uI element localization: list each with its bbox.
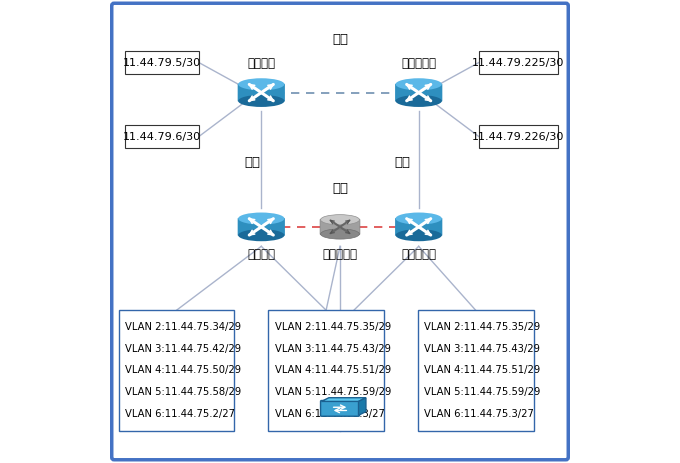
Text: 主路由器: 主路由器: [248, 57, 275, 70]
FancyBboxPatch shape: [119, 310, 235, 431]
Ellipse shape: [238, 229, 284, 241]
Text: 11.44.79.225/30: 11.44.79.225/30: [472, 57, 564, 68]
Text: VLAN 4:11.44.75.50/29: VLAN 4:11.44.75.50/29: [125, 365, 241, 375]
Ellipse shape: [396, 213, 442, 225]
FancyBboxPatch shape: [238, 84, 285, 101]
Polygon shape: [358, 398, 366, 415]
Text: VLAN 2:11.44.75.35/29: VLAN 2:11.44.75.35/29: [424, 322, 541, 332]
Ellipse shape: [320, 215, 360, 225]
Text: 电信: 电信: [244, 156, 260, 169]
Text: 备用路由器: 备用路由器: [401, 248, 436, 261]
Text: 网通: 网通: [394, 156, 411, 169]
Text: 11.44.79.226/30: 11.44.79.226/30: [472, 131, 564, 142]
Text: VLAN 2:11.44.75.34/29: VLAN 2:11.44.75.34/29: [125, 322, 241, 332]
FancyBboxPatch shape: [124, 51, 199, 74]
Text: 虚拟路由器: 虚拟路由器: [322, 248, 358, 261]
Text: VLAN 4:11.44.75.51/29: VLAN 4:11.44.75.51/29: [424, 365, 541, 375]
Text: VLAN 3:11.44.75.42/29: VLAN 3:11.44.75.42/29: [125, 344, 241, 354]
Text: VLAN 3:11.44.75.43/29: VLAN 3:11.44.75.43/29: [275, 344, 391, 354]
Ellipse shape: [238, 95, 284, 107]
Text: VLAN 5:11.44.75.59/29: VLAN 5:11.44.75.59/29: [424, 387, 541, 397]
Text: VLAN 5:11.44.75.58/29: VLAN 5:11.44.75.58/29: [125, 387, 241, 397]
Text: 11.44.79.6/30: 11.44.79.6/30: [122, 131, 201, 142]
FancyBboxPatch shape: [238, 218, 285, 236]
FancyBboxPatch shape: [479, 125, 558, 148]
FancyBboxPatch shape: [320, 219, 360, 234]
Ellipse shape: [396, 78, 442, 90]
Text: VLAN 6:11.44.75.2/27: VLAN 6:11.44.75.2/27: [125, 409, 235, 419]
Ellipse shape: [320, 229, 360, 239]
Text: 备用路由器: 备用路由器: [401, 57, 436, 70]
Text: VLAN 6:11.44.75.3/27: VLAN 6:11.44.75.3/27: [424, 409, 534, 419]
Polygon shape: [322, 398, 366, 401]
Ellipse shape: [396, 95, 442, 107]
Ellipse shape: [396, 229, 442, 241]
Text: 咸阳: 咸阳: [332, 33, 348, 46]
Text: 主路由器: 主路由器: [248, 248, 275, 261]
FancyBboxPatch shape: [418, 310, 534, 431]
Text: VLAN 3:11.44.75.43/29: VLAN 3:11.44.75.43/29: [424, 344, 541, 354]
FancyBboxPatch shape: [320, 400, 360, 416]
FancyBboxPatch shape: [395, 84, 442, 101]
FancyBboxPatch shape: [479, 51, 558, 74]
FancyBboxPatch shape: [395, 218, 442, 236]
Text: VLAN 4:11.44.75.51/29: VLAN 4:11.44.75.51/29: [275, 365, 391, 375]
Text: VLAN 6:11.44.75.3/27: VLAN 6:11.44.75.3/27: [275, 409, 385, 419]
FancyBboxPatch shape: [268, 310, 384, 431]
Text: VLAN 2:11.44.75.35/29: VLAN 2:11.44.75.35/29: [275, 322, 391, 332]
FancyBboxPatch shape: [112, 3, 568, 460]
FancyBboxPatch shape: [124, 125, 199, 148]
Ellipse shape: [238, 213, 284, 225]
Text: 11.44.79.5/30: 11.44.79.5/30: [122, 57, 201, 68]
Text: 兴平: 兴平: [332, 182, 348, 195]
Ellipse shape: [238, 78, 284, 90]
Text: VLAN 5:11.44.75.59/29: VLAN 5:11.44.75.59/29: [275, 387, 391, 397]
